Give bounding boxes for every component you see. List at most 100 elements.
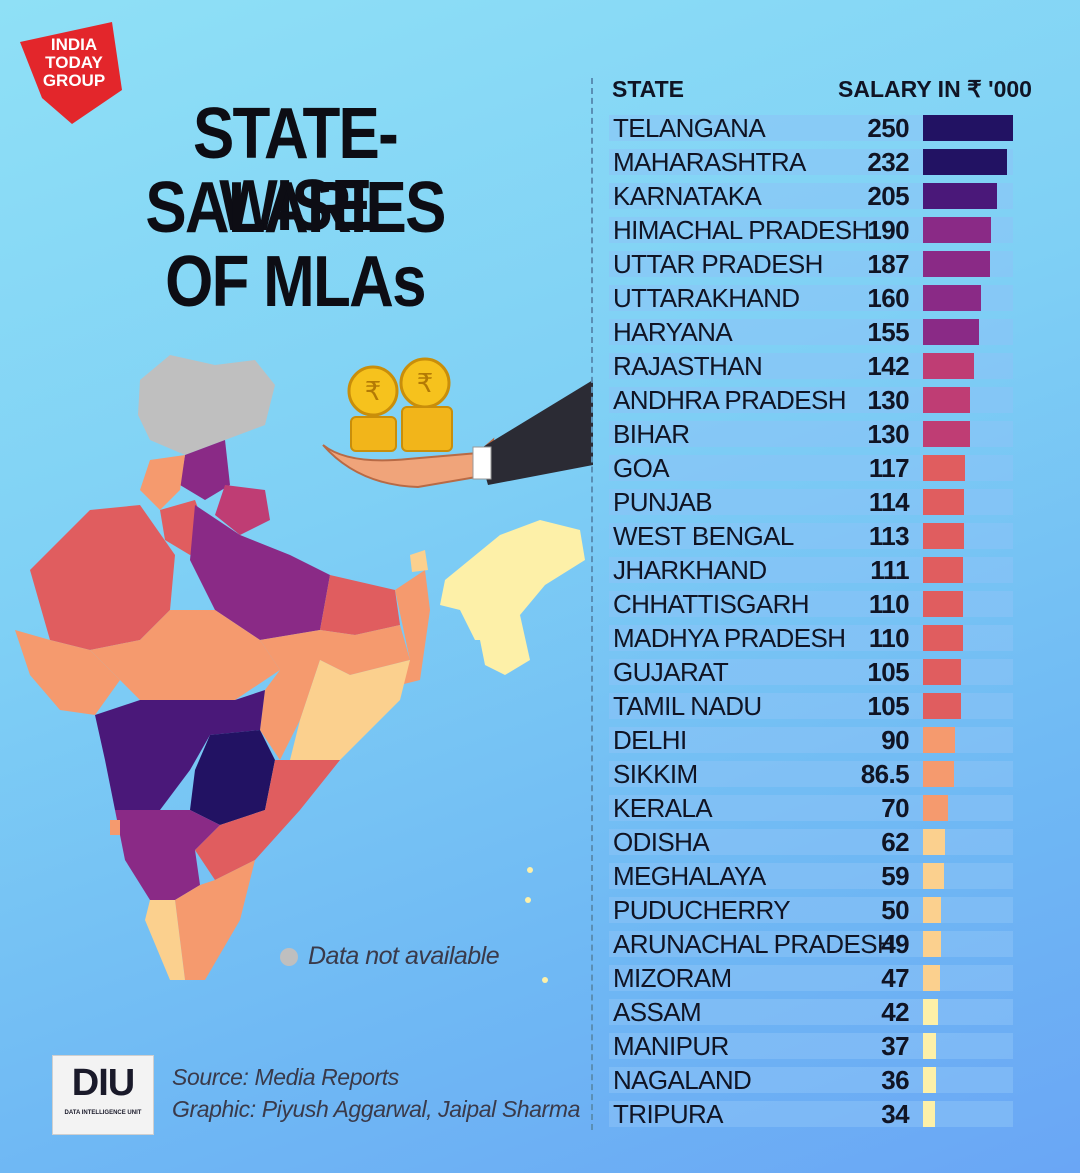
table-row: RAJASTHAN 142 (609, 351, 1013, 381)
map-region-mp (90, 610, 280, 700)
state-name: MAHARASHTRA (613, 147, 806, 177)
state-name: UTTAR PRADESH (613, 249, 823, 279)
diu-logo-text: DIU (71, 1062, 135, 1104)
salary-value-label: 114 (868, 487, 910, 517)
graphic-credit: Graphic: Piyush Aggarwal, Jaipal Sharma (172, 1096, 580, 1122)
salary-bar (923, 149, 1007, 175)
salary-bar (923, 863, 945, 889)
table-row: PUNJAB 114 (609, 487, 1013, 517)
state-name: BIHAR (613, 419, 690, 449)
salary-value-label: 59 (881, 861, 909, 891)
salary-value-label: 130 (867, 385, 909, 415)
table-row: GOA 117 (609, 453, 1013, 483)
state-name: WEST BENGAL (613, 521, 794, 551)
state-name: HIMACHAL PRADESH (613, 215, 870, 245)
salary-value-label: 50 (881, 895, 909, 925)
salary-value-label: 47 (881, 963, 909, 993)
table-row: PUDUCHERRY 50 (609, 895, 1013, 925)
salary-value-label: 250 (867, 113, 909, 143)
salary-bar (923, 1101, 936, 1127)
salary-value-label: 155 (867, 317, 909, 347)
salary-value-label: 111 (870, 555, 909, 585)
salary-value-label: 37 (881, 1031, 909, 1061)
map-region-wb (395, 570, 430, 685)
map-region-tamilnadu (175, 860, 255, 980)
salary-value-label: 232 (867, 147, 909, 177)
table-row: MANIPUR 37 (609, 1031, 1013, 1061)
state-name: ANDHRA PRADESH (613, 385, 846, 415)
state-name: PUDUCHERRY (613, 895, 791, 925)
brand-line2: TODAY (45, 53, 103, 72)
table-row: TRIPURA 34 (609, 1099, 1013, 1129)
salary-bar (923, 727, 956, 753)
map-region-odisha (290, 660, 410, 760)
salary-bar (923, 387, 970, 413)
salary-value-label: 205 (867, 181, 909, 211)
table-row: HARYANA 155 (609, 317, 1013, 347)
map-region-punjab (140, 455, 185, 510)
state-name: UTTARAKHAND (613, 283, 800, 313)
svg-text:₹: ₹ (417, 369, 434, 399)
salary-value-label: 160 (867, 283, 909, 313)
state-name: MADHYA PRADESH (613, 623, 846, 653)
salary-bar (923, 659, 961, 685)
table-row: UTTARAKHAND 160 (609, 283, 1013, 313)
salary-value-label: 187 (867, 249, 909, 279)
state-name: PUNJAB (613, 487, 713, 517)
state-name: TRIPURA (613, 1099, 724, 1129)
state-name: MANIPUR (613, 1031, 729, 1061)
map-region-andhra (195, 760, 340, 880)
diu-logo: DIU DATA INTELLIGENCE UNIT (52, 1055, 154, 1135)
salary-value-label: 113 (868, 521, 910, 551)
state-name: KERALA (613, 793, 713, 823)
salary-bar (923, 897, 941, 923)
map-region-up (190, 505, 330, 640)
salary-bar (923, 115, 1013, 141)
table-row: GUJARAT 105 (609, 657, 1013, 687)
title-line-3: OF MLAs (165, 242, 426, 322)
salary-bar (923, 761, 955, 787)
map-region-maharashtra (95, 690, 265, 810)
salary-bar (923, 319, 979, 345)
salary-bar (923, 1067, 936, 1093)
salary-bar (923, 523, 964, 549)
salary-value-label: 86.5 (860, 759, 910, 789)
table-row: KERALA 70 (609, 793, 1013, 823)
map-region-gujarat (15, 630, 120, 715)
salary-bar (923, 421, 970, 447)
map-region-bihar (320, 575, 400, 635)
table-row: MEGHALAYA 59 (609, 861, 1013, 891)
column-header-state: STATE (612, 76, 684, 102)
salary-bar (923, 217, 992, 243)
state-name: GUJARAT (613, 657, 729, 687)
brand-line1: INDIA (51, 35, 97, 54)
salary-bar (923, 795, 949, 821)
source-credit: Source: Media Reports (172, 1064, 399, 1090)
svg-text:₹: ₹ (365, 377, 382, 407)
table-row: UTTAR PRADESH 187 (609, 249, 1013, 279)
state-name: MIZORAM (613, 963, 732, 993)
map-region-rajasthan (30, 505, 175, 650)
table-row: SIKKIM 86.5 (609, 759, 1013, 789)
salary-bar (923, 557, 963, 583)
salary-value-label: 34 (881, 1099, 909, 1129)
salary-value-label: 42 (881, 997, 909, 1027)
table-row: ARUNACHAL PRADESH 49 (609, 929, 1013, 959)
map-region-karnataka (115, 810, 220, 900)
table-row: WEST BENGAL 113 (609, 521, 1013, 551)
panel-divider (591, 78, 593, 1130)
state-name: RAJASTHAN (613, 351, 763, 381)
salary-bar (923, 693, 961, 719)
table-row: TELANGANA 250 (609, 113, 1013, 143)
map-region-uk (215, 485, 270, 535)
map-region-goa (110, 820, 120, 835)
india-today-logo: INDIA TODAY GROUP (12, 20, 124, 131)
state-name: NAGALAND (613, 1065, 752, 1095)
salary-bar (923, 1033, 937, 1059)
salary-value-label: 49 (881, 929, 909, 959)
salary-bar (923, 999, 939, 1025)
table-row: JHARKHAND 111 (609, 555, 1013, 585)
map-region-sikkim (410, 550, 428, 572)
state-name: HARYANA (613, 317, 733, 347)
diu-logo-subtext: DATA INTELLIGENCE UNIT (64, 1110, 142, 1116)
